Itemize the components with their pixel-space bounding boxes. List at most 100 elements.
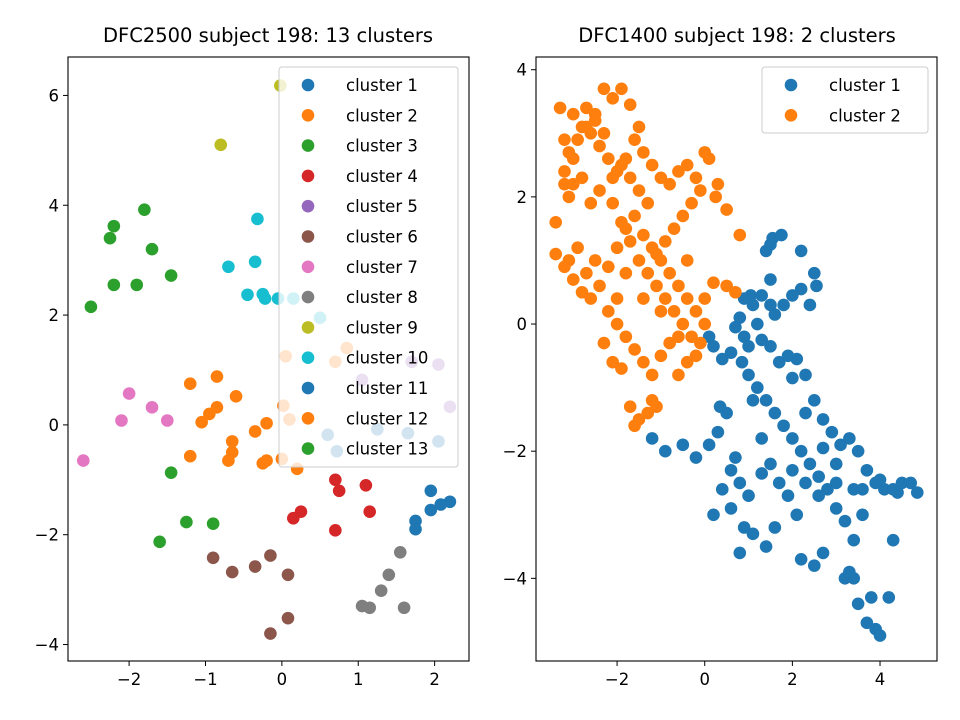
- right-cluster-2-point: [694, 336, 707, 350]
- right-cluster-1-point: [751, 317, 764, 331]
- right-cluster-2-point: [575, 171, 589, 185]
- right-cluster-1-point: [759, 540, 773, 553]
- left-cluster-12-point: [225, 435, 239, 448]
- right-cluster-2-point: [628, 133, 641, 146]
- right-cluster-1-point: [895, 476, 909, 490]
- left-cluster-10-point: [251, 212, 264, 226]
- right-cluster-1-point: [775, 228, 788, 242]
- right-cluster-2-point: [707, 276, 720, 290]
- right-cluster-1-point: [786, 463, 799, 477]
- right-cluster-1-point: [786, 289, 799, 302]
- right-cluster-1-point: [764, 298, 777, 312]
- right-cluster-1-point: [856, 483, 869, 496]
- right-points-layer: [549, 82, 924, 642]
- right-cluster-1-point: [715, 483, 729, 496]
- right-cluster-2-point: [593, 184, 606, 197]
- right-cluster-1-point: [737, 330, 751, 344]
- right-cluster-2-point: [628, 343, 641, 356]
- left-legend-label-3: cluster 3: [346, 137, 418, 156]
- right-cluster-2-point: [637, 292, 650, 305]
- right-cluster-1-point: [910, 486, 924, 499]
- left-legend-marker-3: [301, 139, 315, 152]
- right-cluster-2-point: [641, 196, 655, 210]
- right-cluster-2-point: [720, 203, 733, 216]
- left-cluster-10-point: [222, 260, 235, 274]
- left-cluster-4-point: [294, 505, 308, 518]
- left-y-tick-label: −2: [35, 526, 59, 545]
- left-legend-frame: [278, 66, 459, 468]
- right-cluster-2-point: [549, 216, 563, 229]
- right-cluster-1-point: [715, 352, 729, 366]
- right-cluster-2-point: [632, 120, 646, 134]
- right-cluster-2-point: [641, 266, 655, 280]
- right-cluster-1-point: [829, 502, 843, 515]
- right-cluster-2-point: [580, 266, 593, 280]
- right-cluster-1-point: [737, 521, 751, 534]
- right-cluster-2-point: [645, 158, 659, 172]
- right-cluster-2-point: [610, 292, 624, 305]
- left-y-tick-label: 0: [49, 416, 60, 435]
- right-cluster-1-point: [843, 565, 856, 579]
- right-cluster-2-point: [672, 330, 685, 344]
- right-cluster-1-point: [790, 352, 804, 366]
- right-cluster-2-point: [623, 171, 637, 185]
- left-cluster-8-point: [393, 545, 407, 559]
- right-cluster-2-point: [606, 92, 619, 105]
- right-cluster-1-point: [816, 546, 830, 560]
- right-cluster-1-point: [658, 444, 672, 458]
- left-legend-marker-7: [301, 260, 315, 274]
- left-y-tick-label: 2: [49, 306, 60, 325]
- right-cluster-2-point: [680, 355, 694, 369]
- right-cluster-1-point: [702, 330, 716, 344]
- right-cluster-1-point: [733, 311, 747, 324]
- right-cluster-2-point: [562, 254, 576, 267]
- right-cluster-1-point: [729, 451, 742, 464]
- right-cluster-1-point: [829, 476, 843, 490]
- right-cluster-1-point: [755, 467, 768, 480]
- right-x-tick-label: 2: [787, 670, 798, 689]
- left-scatter-panel: DFC2500 subject 198: 13 clusters −2 −1 0 1 2…: [35, 24, 470, 689]
- right-cluster-1-point: [786, 371, 799, 385]
- right-cluster-2-point: [650, 279, 663, 293]
- right-cluster-2-point: [606, 355, 619, 369]
- right-cluster-1-point: [821, 483, 834, 496]
- right-cluster-2-point: [689, 305, 703, 318]
- right-cluster-1-point: [746, 394, 760, 407]
- right-cluster-2-point: [615, 362, 628, 375]
- left-legend-label-10: cluster 10: [346, 349, 428, 368]
- left-cluster-12-point: [183, 449, 197, 463]
- right-cluster-1-point: [702, 438, 716, 452]
- right-cluster-2-point: [733, 228, 747, 242]
- right-cluster-1-point: [772, 476, 786, 490]
- right-cluster-1-point: [764, 339, 777, 353]
- right-cluster-2-point: [667, 305, 681, 318]
- right-cluster-1-point: [810, 279, 823, 293]
- right-cluster-1-point: [847, 533, 861, 547]
- left-cluster-13-point: [153, 535, 166, 549]
- right-cluster-2-point: [654, 305, 668, 318]
- right-cluster-2-point: [558, 177, 571, 191]
- right-cluster-2-point: [689, 171, 703, 185]
- right-cluster-2-point: [680, 292, 694, 305]
- right-cluster-2-point: [667, 222, 681, 235]
- right-cluster-2-point: [615, 216, 628, 229]
- right-cluster-2-point: [566, 107, 580, 121]
- left-legend-label-2: cluster 2: [346, 106, 418, 125]
- right-cluster-2-point: [593, 279, 606, 293]
- right-cluster-1-point: [733, 546, 747, 560]
- right-cluster-2-point: [663, 266, 676, 280]
- right-cluster-2-point: [553, 101, 567, 115]
- left-cluster-1-point: [409, 522, 422, 536]
- right-cluster-2-point: [709, 190, 722, 204]
- right-y-tick-label: 0: [517, 315, 528, 334]
- right-cluster-2-point: [606, 171, 619, 185]
- right-cluster-1-point: [733, 476, 747, 490]
- right-legend-marker-2: [784, 109, 798, 122]
- right-cluster-1-point: [713, 400, 727, 413]
- right-cluster-2-point: [676, 317, 690, 331]
- left-cluster-6-point: [264, 549, 277, 562]
- left-cluster-6-point: [281, 611, 295, 625]
- right-cluster-1-point: [843, 432, 856, 445]
- left-cluster-3-point: [107, 278, 121, 292]
